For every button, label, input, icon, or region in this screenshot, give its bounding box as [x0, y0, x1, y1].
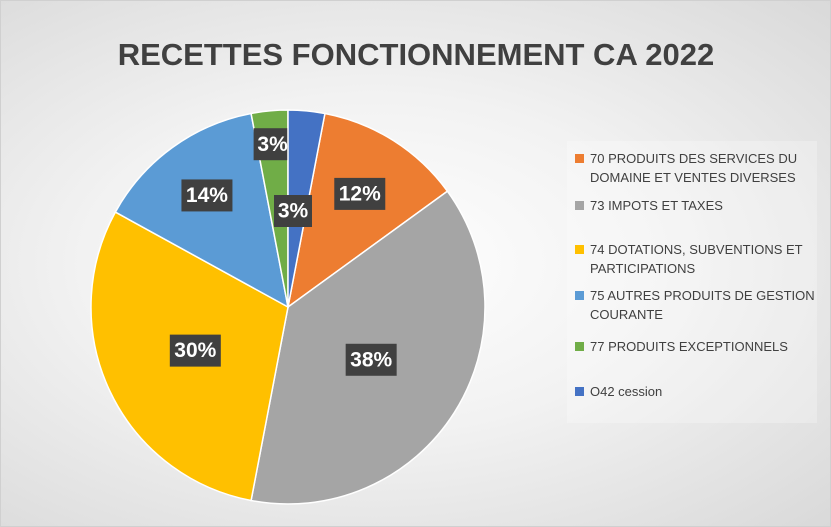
- data-label: 30%: [174, 339, 216, 362]
- data-label: 14%: [186, 184, 228, 207]
- pie-slice: [286, 112, 449, 309]
- legend-swatch: [575, 291, 584, 300]
- legend-label: 77 PRODUITS EXCEPTIONNELS: [590, 339, 788, 354]
- legend-label: 73 IMPOTS ET TAXES: [590, 198, 723, 213]
- legend-item: 77 PRODUITS EXCEPTIONNELS: [575, 337, 825, 356]
- data-label-box: [345, 343, 397, 376]
- chart-title: RECETTES FONCTIONNEMENT CA 2022: [118, 37, 715, 72]
- legend-swatch: [575, 387, 584, 396]
- legend-item: 74 DOTATIONS, SUBVENTIONS ET PARTICIPATI…: [575, 240, 825, 278]
- data-label-box: [274, 195, 312, 227]
- legend: 70 PRODUITS DES SERVICES DU DOMAINE ET V…: [567, 141, 817, 423]
- legend-item: 73 IMPOTS ET TAXES: [575, 196, 825, 215]
- data-label: 3%: [257, 133, 288, 156]
- legend-swatch: [575, 201, 584, 210]
- legend-swatch: [575, 154, 584, 163]
- legend-label: O42 cession: [590, 384, 663, 399]
- data-label: 12%: [339, 182, 381, 205]
- data-label-box: [334, 177, 386, 210]
- data-label-box: [181, 179, 233, 212]
- legend-swatch: [575, 245, 584, 254]
- legend-label: 75 AUTRES PRODUITS DE GESTION COURANTE: [590, 288, 815, 322]
- data-label: 3%: [278, 200, 309, 223]
- data-label-box: [253, 128, 292, 161]
- legend-label: 74 DOTATIONS, SUBVENTIONS ET PARTICIPATI…: [590, 242, 803, 276]
- legend-item: O42 cession: [575, 382, 825, 401]
- legend-item: 75 AUTRES PRODUITS DE GESTION COURANTE: [575, 286, 825, 324]
- legend-item: 70 PRODUITS DES SERVICES DU DOMAINE ET V…: [575, 149, 825, 187]
- legend-label: 70 PRODUITS DES SERVICES DU DOMAINE ET V…: [590, 151, 798, 185]
- data-label-box: [169, 334, 221, 367]
- data-label: 38%: [350, 348, 392, 371]
- legend-swatch: [575, 342, 584, 351]
